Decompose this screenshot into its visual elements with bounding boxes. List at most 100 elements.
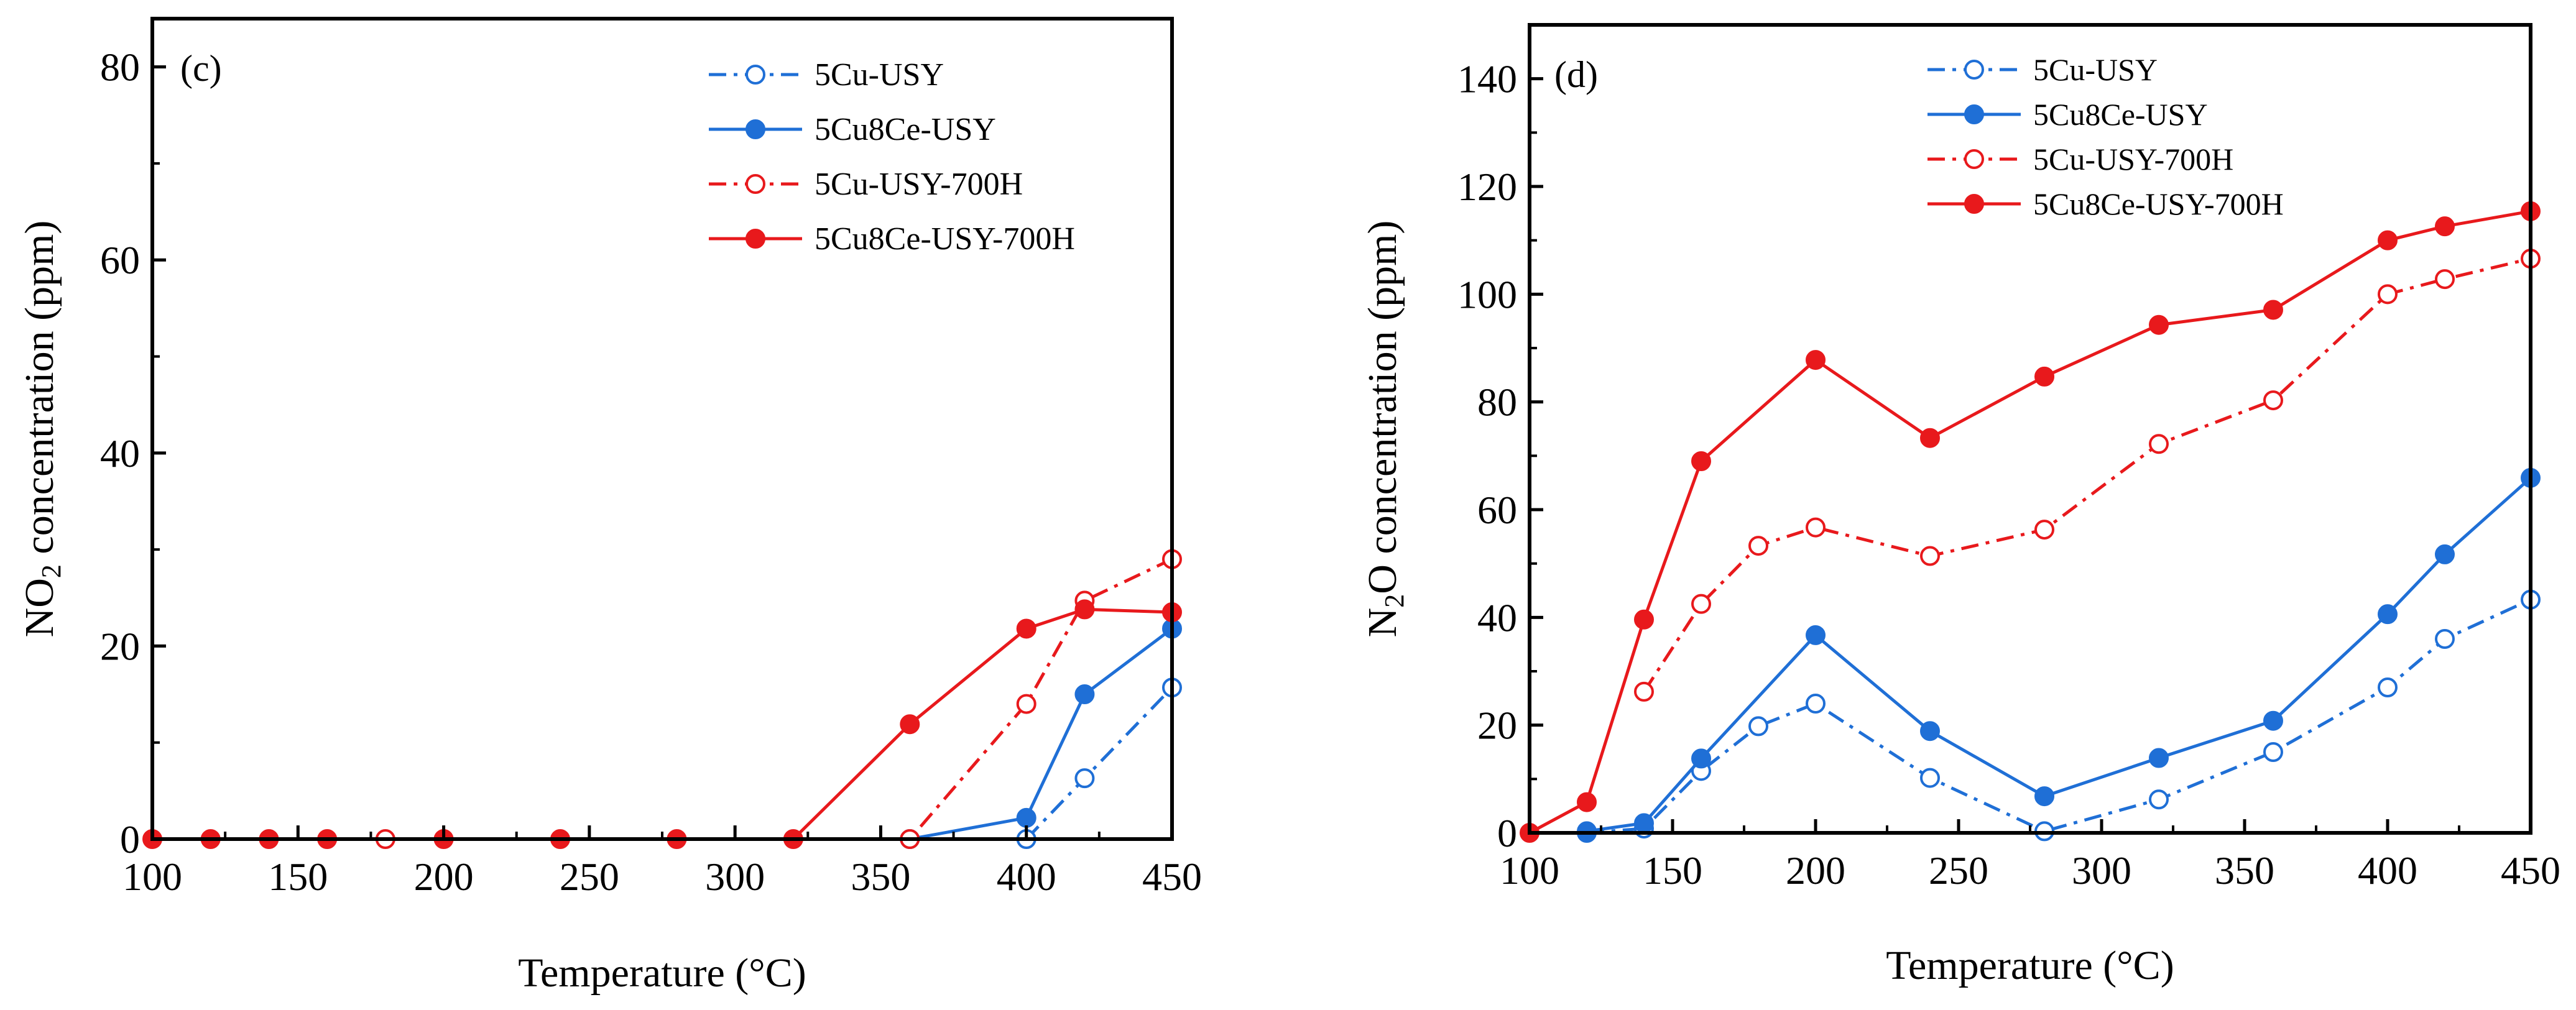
x-tick-label: 300 bbox=[2072, 848, 2131, 893]
y-tick-label: 140 bbox=[1457, 57, 1517, 101]
data-point bbox=[1074, 768, 1095, 789]
y-tick-label: 20 bbox=[100, 624, 140, 668]
data-point bbox=[1920, 546, 1940, 566]
data-point bbox=[1074, 599, 1095, 620]
legend-label: 5Cu-USY bbox=[2033, 52, 2158, 87]
panel-c-label: (c) bbox=[180, 48, 222, 89]
panel-d-y-axis-title: N2O concentration (ppm) bbox=[1360, 221, 1410, 638]
series-line bbox=[385, 558, 1173, 841]
x-tick-label: 450 bbox=[2501, 848, 2560, 893]
panel-c: 100 150 200 250 300 350 400 450 0 20 40 60 80 (c) 5C… bbox=[17, 17, 1202, 996]
data-point bbox=[2435, 216, 2455, 237]
y-tick-label: 60 bbox=[1477, 488, 1517, 532]
data-point bbox=[2263, 300, 2283, 320]
y-title-rest: concentration (ppm) bbox=[17, 221, 62, 564]
data-point bbox=[1920, 721, 1940, 741]
data-point bbox=[2034, 366, 2054, 387]
y-tick-label: 40 bbox=[1477, 595, 1517, 640]
data-point bbox=[1748, 716, 1768, 737]
data-point bbox=[1748, 536, 1768, 556]
series-line bbox=[909, 627, 1173, 841]
legend-marker bbox=[746, 174, 765, 194]
legend-label: 5Cu-USY bbox=[815, 57, 944, 93]
series-line bbox=[1586, 598, 2532, 835]
panel-c-legend: 5Cu-USY 5Cu8Ce-USY 5Cu-USY-700H 5Cu8Ce-USY-… bbox=[709, 57, 1075, 257]
panel-d: 100 150 200 250 300 350 400 450 0 20 40 60 80 100 120 1… bbox=[1360, 23, 2560, 988]
series-line bbox=[152, 607, 1173, 841]
y-tick-label: 0 bbox=[120, 817, 140, 861]
data-point bbox=[2263, 710, 2283, 731]
data-point bbox=[1577, 792, 1597, 812]
legend-marker bbox=[1964, 104, 1984, 124]
y-tick-label: 20 bbox=[1477, 704, 1517, 748]
x-tick-label: 250 bbox=[1929, 848, 1988, 893]
data-point bbox=[2378, 604, 2398, 625]
data-point bbox=[1806, 625, 1826, 645]
legend-marker bbox=[1964, 60, 1984, 80]
panel-d-label: (d) bbox=[1554, 54, 1598, 95]
data-point bbox=[1634, 609, 1654, 630]
legend-marker bbox=[1964, 194, 1984, 214]
series-line bbox=[1586, 477, 2532, 833]
x-tick-label: 400 bbox=[997, 855, 1056, 899]
x-tick-label: 100 bbox=[122, 855, 182, 899]
data-point bbox=[1016, 694, 1036, 714]
panel-d-axis-ticks: 100 150 200 250 300 350 400 450 0 20 40 60 80 100 120 1… bbox=[1457, 57, 2560, 893]
y-title-main: N bbox=[1360, 608, 1405, 638]
series-line bbox=[1025, 686, 1173, 840]
data-point bbox=[1016, 618, 1036, 639]
data-point bbox=[2378, 284, 2398, 305]
legend-label: 5Cu8Ce-USY-700H bbox=[2033, 186, 2284, 221]
panel-c-series bbox=[142, 549, 1182, 849]
y-tick-label: 120 bbox=[1457, 165, 1517, 209]
data-point bbox=[2263, 742, 2283, 762]
panel-c-y-axis-title: NO2 concentration (ppm) bbox=[17, 221, 67, 638]
data-point bbox=[2149, 748, 2169, 768]
legend-label: 5Cu8Ce-USY bbox=[815, 112, 996, 147]
legend-marker bbox=[746, 65, 765, 85]
y-tick-label: 100 bbox=[1457, 272, 1517, 316]
data-point bbox=[1691, 748, 1711, 769]
data-point bbox=[1806, 517, 1826, 538]
data-point bbox=[1920, 768, 1940, 788]
panel-c-axis-ticks: 100 150 200 250 300 350 400 450 0 20 40 60 80 bbox=[100, 45, 1202, 899]
data-point bbox=[2149, 314, 2169, 335]
legend-label: 5Cu8Ce-USY bbox=[2033, 97, 2208, 132]
data-point bbox=[1691, 451, 1711, 471]
data-point bbox=[1634, 813, 1654, 833]
y-tick-label: 80 bbox=[1477, 380, 1517, 425]
data-point bbox=[1074, 684, 1095, 705]
data-point bbox=[2435, 269, 2455, 290]
legend-label: 5Cu-USY-700H bbox=[2033, 142, 2233, 177]
series-line bbox=[1528, 209, 2531, 835]
x-tick-label: 350 bbox=[851, 855, 910, 899]
legend-marker bbox=[746, 119, 765, 139]
data-point bbox=[2034, 520, 2054, 540]
x-tick-label: 250 bbox=[560, 855, 619, 899]
x-tick-label: 300 bbox=[705, 855, 765, 899]
y-tick-label: 80 bbox=[100, 45, 140, 90]
data-point bbox=[2149, 789, 2169, 810]
x-tick-label: 200 bbox=[414, 855, 474, 899]
panel-d-series bbox=[1520, 201, 2541, 843]
data-point bbox=[2263, 390, 2283, 411]
panel-d-x-axis-title: Temperature (°C) bbox=[1886, 943, 2174, 988]
data-point bbox=[1806, 350, 1826, 370]
panel-c-x-axis-title: Temperature (°C) bbox=[518, 950, 806, 996]
data-point bbox=[2149, 434, 2169, 454]
y-title-main: NO bbox=[17, 578, 62, 637]
series-line bbox=[1642, 257, 2531, 693]
data-point bbox=[2034, 786, 2054, 807]
data-point bbox=[2435, 629, 2455, 649]
y-title-subscript: 2 bbox=[36, 564, 67, 578]
legend-marker bbox=[1964, 149, 1984, 169]
data-point bbox=[2378, 230, 2398, 250]
x-tick-label: 150 bbox=[1643, 848, 1702, 893]
x-tick-label: 400 bbox=[2358, 848, 2417, 893]
data-point bbox=[1016, 807, 1036, 828]
data-point bbox=[2378, 677, 2398, 697]
panel-d-legend: 5Cu-USY 5Cu8Ce-USY 5Cu-USY-700H 5Cu8Ce-USY-… bbox=[1927, 52, 2284, 221]
x-tick-label: 200 bbox=[1786, 848, 1845, 893]
y-title-rest: O concentration (ppm) bbox=[1360, 221, 1405, 594]
